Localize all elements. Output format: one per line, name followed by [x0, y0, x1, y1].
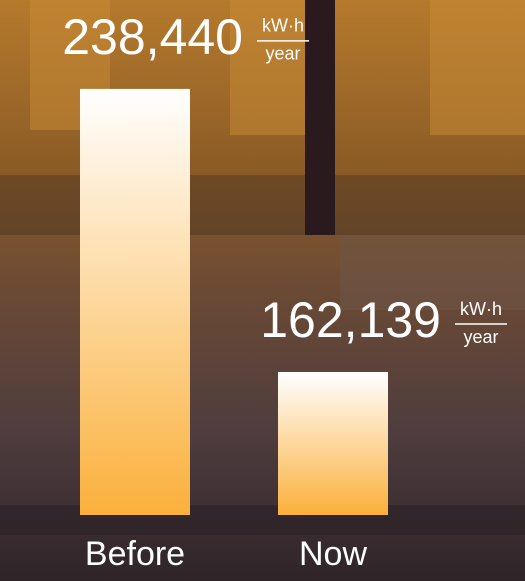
unit-denominator: year [265, 44, 300, 64]
value-label: 162,139 [260, 292, 441, 348]
bar [80, 88, 190, 515]
railing [0, 175, 525, 235]
bar [278, 372, 388, 515]
unit-denominator: year [463, 327, 498, 347]
unit-numerator: kW·h [460, 299, 502, 319]
category-label: Before [85, 535, 185, 573]
value-label: 238,440 [62, 9, 243, 65]
window [430, 0, 525, 135]
category-label: Now [299, 535, 367, 573]
lamp-post [305, 0, 335, 235]
stairs [340, 235, 525, 310]
curb [0, 505, 525, 535]
unit-numerator: kW·h [262, 16, 304, 36]
